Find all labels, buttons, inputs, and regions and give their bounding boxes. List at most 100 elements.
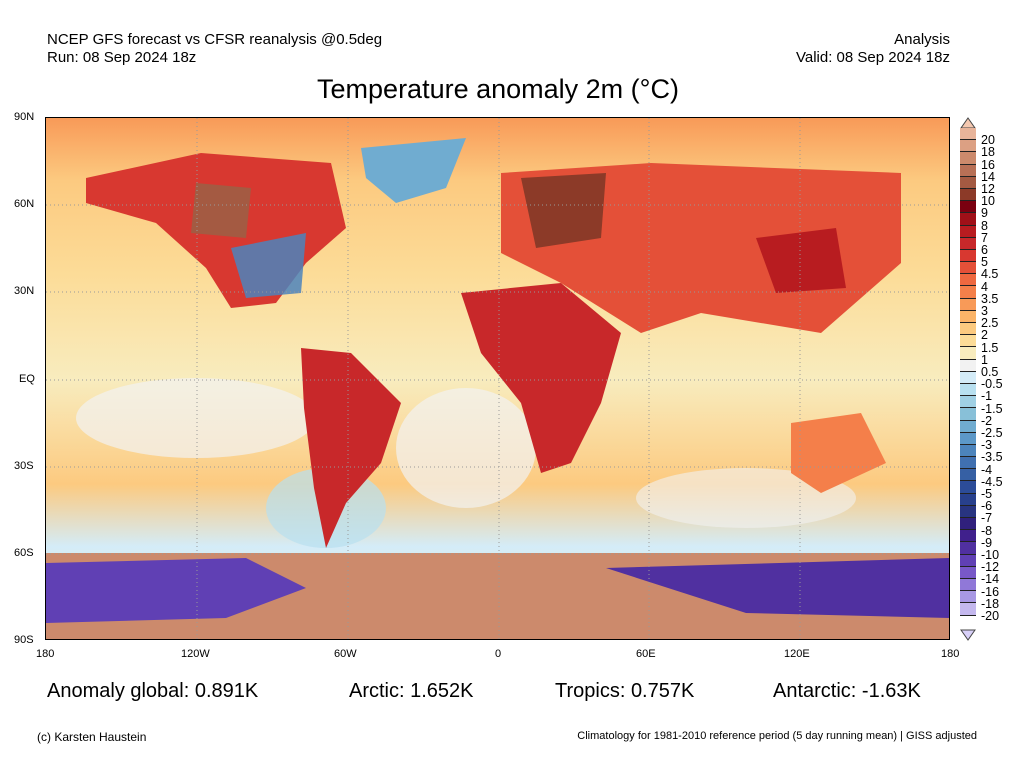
antarctic-anomaly: Antarctic: -1.63K <box>773 680 921 702</box>
copyright: (c) Karsten Haustein <box>37 730 147 744</box>
colorbar-label: -9 <box>981 535 993 550</box>
colorbar-label: -16 <box>981 584 1000 599</box>
colorbar-label: 1 <box>981 352 988 367</box>
lat-label: 90N <box>14 111 35 123</box>
colorbar-swatch <box>960 396 976 409</box>
colorbar-swatch <box>960 323 976 336</box>
analysis-label: Analysis <box>894 31 950 48</box>
lon-label: 180 <box>36 648 55 660</box>
colorbar-swatch <box>960 505 976 518</box>
colorbar-swatch <box>960 566 976 579</box>
lon-label: 0 <box>495 648 502 660</box>
colorbar-swatch <box>960 359 976 372</box>
global-anomaly: Anomaly global: 0.891K <box>47 680 259 702</box>
lat-label: 30S <box>14 460 34 472</box>
colorbar-swatch <box>960 128 976 141</box>
colorbar-swatch <box>960 298 976 311</box>
colorbar-swatch <box>960 444 976 458</box>
africa <box>461 283 621 473</box>
colorbar-swatch <box>960 408 976 421</box>
lon-label: 120W <box>181 648 210 660</box>
colorbar-label: -3.5 <box>981 450 1003 465</box>
colorbar-swatch <box>960 310 976 323</box>
colorbar-label: 3 <box>981 304 988 318</box>
colorbar-label: -8 <box>981 523 993 538</box>
colorbar-label: -5 <box>981 487 993 501</box>
lon-label: 120E <box>784 648 810 660</box>
colorbar-label: 2.5 <box>981 316 999 331</box>
colorbar-swatch <box>960 578 976 592</box>
colorbar-label: -3 <box>981 438 993 453</box>
colorbar-label: 3.5 <box>981 291 999 306</box>
colorbar-label: -1 <box>981 389 993 404</box>
tropics-anomaly: Tropics: 0.757K <box>555 680 695 702</box>
colorbar-swatch <box>960 603 976 616</box>
colorbar-swatch <box>960 274 976 287</box>
map-title: Temperature anomaly 2m (°C) <box>317 74 679 104</box>
colorbar-label: -18 <box>981 596 1000 611</box>
south-america <box>301 348 401 548</box>
colorbar-label: 9 <box>981 206 988 221</box>
colorbar-label: 14 <box>981 169 995 184</box>
colorbar-swatch <box>960 164 976 177</box>
climatology-note: Climatology for 1981-2010 reference peri… <box>577 730 977 742</box>
colorbar-swatch <box>960 188 976 202</box>
colorbar-label: 2 <box>981 328 988 343</box>
colorbar-label: 16 <box>981 157 995 172</box>
lat-label: 90S <box>14 634 34 646</box>
lat-label: 60N <box>14 198 35 210</box>
colorbar-bottom-triangle <box>960 629 976 641</box>
colorbar-swatch <box>960 469 976 482</box>
colorbar-label: -14 <box>981 572 1000 587</box>
colorbar-label: -4 <box>981 462 993 477</box>
map-canvas <box>46 118 949 639</box>
arctic-anomaly: Arctic: 1.652K <box>349 680 474 702</box>
colorbar-swatch <box>960 457 976 470</box>
colorbar-swatch <box>960 591 976 604</box>
colorbar-swatch <box>960 176 976 189</box>
colorbar-label: -4.5 <box>981 474 1003 489</box>
lat-label: 60S <box>14 547 34 559</box>
colorbar-label: 6 <box>981 243 988 257</box>
colorbar-swatch <box>960 481 976 494</box>
colorbar-swatch <box>960 554 976 567</box>
colorbar-swatch <box>960 335 976 348</box>
colorbar-swatch <box>960 249 976 263</box>
anomaly-map <box>45 117 950 640</box>
colorbar-label: -10 <box>981 548 1000 562</box>
colorbar-swatch <box>960 432 976 445</box>
lon-label: 60W <box>334 648 357 660</box>
colorbar-swatch <box>960 225 976 238</box>
colorbar-label: 12 <box>981 182 995 196</box>
colorbar-label: 7 <box>981 230 988 245</box>
run-time: Run: 08 Sep 2024 18z <box>47 49 197 66</box>
colorbar-swatch <box>960 383 976 397</box>
colorbar-swatch <box>960 530 976 543</box>
colorbar-swatch <box>960 518 976 531</box>
colorbar-label: -12 <box>981 560 1000 575</box>
colorbar-label: -0.5 <box>981 377 1003 392</box>
colorbar-swatch <box>960 347 976 360</box>
colorbar-label: 5 <box>981 255 988 270</box>
colorbar-swatch <box>960 152 976 165</box>
greenland <box>361 138 466 203</box>
colorbar-label: 20 <box>981 133 995 148</box>
colorbar-swatch <box>960 140 976 153</box>
lon-label: 60E <box>636 648 656 660</box>
valid-time: Valid: 08 Sep 2024 18z <box>795 49 950 66</box>
colorbar-swatch <box>960 262 976 275</box>
lat-label: 30N <box>14 285 35 297</box>
lon-label: 180 <box>941 648 960 660</box>
colorbar-label: 8 <box>981 218 988 233</box>
colorbar-label: -20 <box>981 609 1000 623</box>
lat-label: EQ <box>19 373 35 385</box>
colorbar-label: -6 <box>981 499 993 514</box>
colorbar-label: 18 <box>981 145 995 160</box>
colorbar-swatch <box>960 493 976 506</box>
colorbar-swatch <box>960 237 976 250</box>
colorbar-swatch <box>960 420 976 433</box>
colorbar-swatch <box>960 542 976 555</box>
colorbar-label: 1.5 <box>981 340 999 355</box>
colorbar-label: 4 <box>981 279 988 294</box>
colorbar-label: 4.5 <box>981 267 999 282</box>
